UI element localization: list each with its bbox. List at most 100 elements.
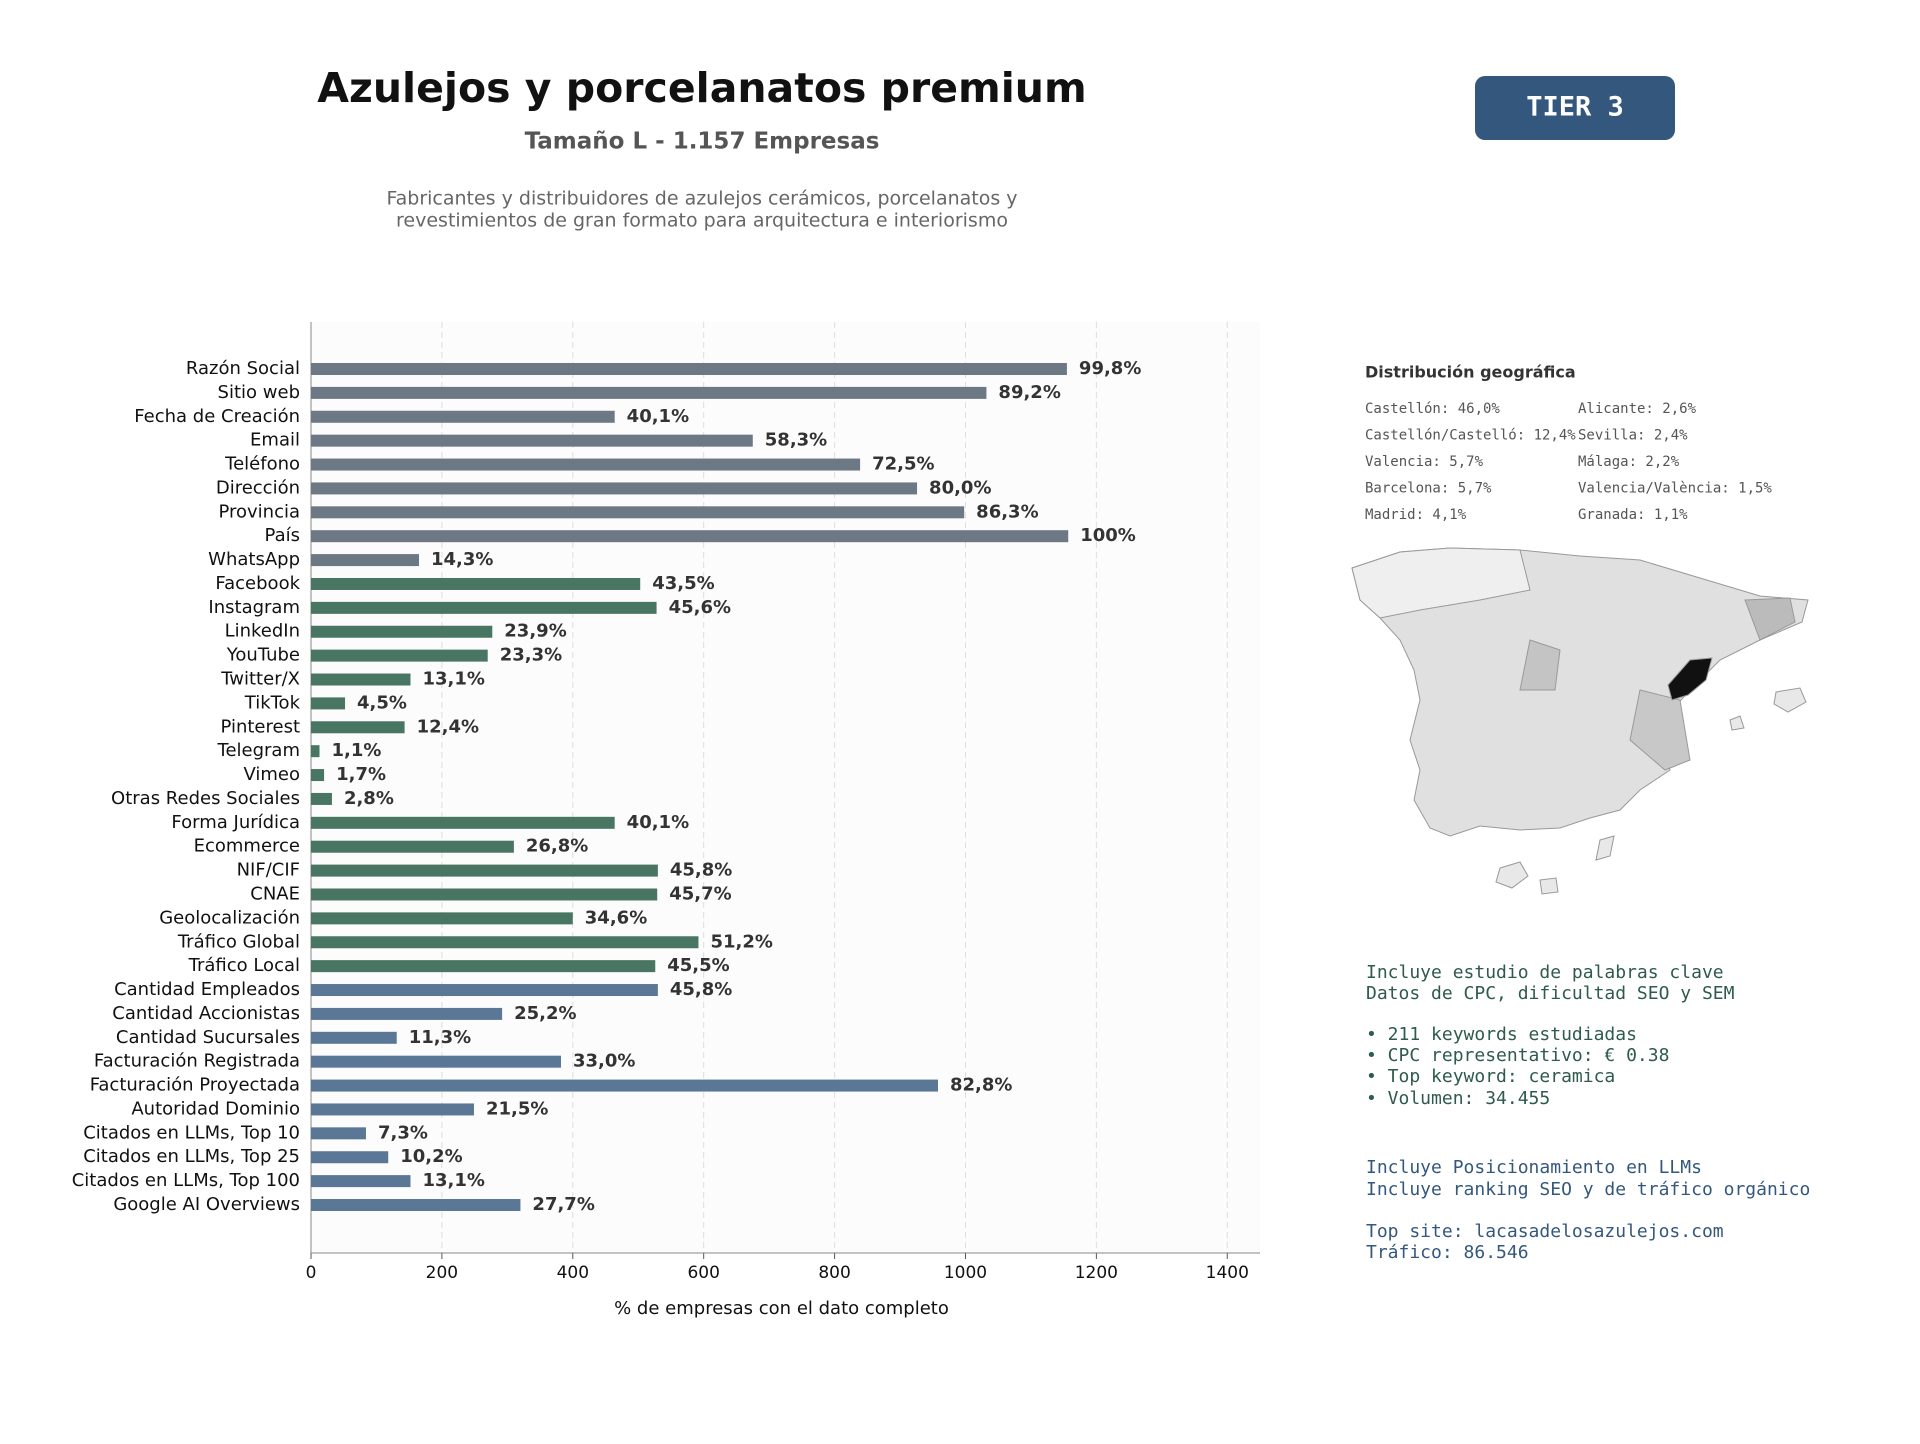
value-label: 40,1% — [627, 812, 689, 833]
x-tick-label: 0 — [306, 1263, 317, 1283]
x-tick-label: 800 — [818, 1263, 850, 1283]
y-tick-label: Citados en LLMs, Top 100 — [72, 1170, 300, 1191]
y-tick-label: Email — [250, 430, 300, 451]
map-spain — [1351, 547, 1809, 837]
bar — [311, 1175, 411, 1188]
value-label: 1,7% — [336, 764, 386, 785]
value-label: 12,4% — [417, 716, 479, 737]
y-tick-label: Autoridad Dominio — [131, 1098, 300, 1119]
bar — [311, 577, 641, 590]
y-tick-label: Geolocalización — [159, 907, 300, 928]
x-tick-label: 600 — [687, 1263, 719, 1283]
value-label: 89,2% — [998, 382, 1060, 403]
bar — [311, 554, 419, 567]
y-tick-label: Facebook — [215, 573, 300, 594]
x-tick-label: 400 — [557, 1263, 589, 1283]
geo-item: Valencia/València: 1,5% — [1578, 481, 1772, 497]
llm-note: Tráfico: 86.546 — [1366, 1242, 1529, 1263]
y-tick-label: Cantidad Sucursales — [116, 1027, 300, 1048]
y-tick-label: CNAE — [250, 883, 300, 904]
bar — [311, 888, 658, 901]
bar — [311, 1055, 562, 1068]
geo-item: Castellón: 46,0% — [1365, 401, 1500, 417]
bar — [311, 912, 573, 925]
value-label: 7,3% — [378, 1122, 428, 1143]
value-label: 2,8% — [344, 788, 394, 809]
value-label: 13,1% — [422, 1170, 484, 1191]
bar — [311, 1151, 389, 1164]
bar — [311, 386, 987, 399]
y-tick-label: LinkedIn — [225, 621, 300, 642]
y-tick-label: Google AI Overviews — [113, 1194, 300, 1215]
x-tick-label: 200 — [426, 1263, 458, 1283]
y-tick-label: NIF/CIF — [237, 860, 300, 881]
plot-area — [311, 322, 1260, 1253]
x-tick-label: 1400 — [1206, 1263, 1249, 1283]
x-tick-label: 1200 — [1075, 1263, 1118, 1283]
y-tick-label: Cantidad Empleados — [114, 979, 300, 1000]
value-label: 45,8% — [670, 860, 732, 881]
map-region — [1595, 835, 1615, 861]
tier-badge — [1475, 76, 1675, 140]
bar — [311, 530, 1069, 543]
seo-note: • CPC representativo: € 0.38 — [1366, 1045, 1669, 1066]
subtitle: Tamaño L - 1.157 Empresas — [525, 129, 880, 155]
map-region — [1351, 547, 1531, 619]
map-castellon — [1667, 657, 1713, 701]
y-tick-label: Telegram — [217, 740, 300, 761]
geo-item: Valencia: 5,7% — [1365, 454, 1484, 470]
value-label: 51,2% — [710, 931, 772, 952]
map-region — [1495, 861, 1529, 889]
bar — [311, 1199, 521, 1211]
value-label: 4,5% — [357, 692, 407, 713]
value-label: 58,3% — [765, 430, 827, 451]
x-axis-label: % de empresas con el dato completo — [614, 1298, 949, 1319]
value-label: 45,5% — [667, 955, 729, 976]
y-tick-label: Facturación Registrada — [94, 1051, 300, 1072]
value-label: 13,1% — [422, 669, 484, 690]
y-tick-label: Ecommerce — [194, 836, 300, 857]
bar — [311, 649, 488, 662]
y-tick-label: Vimeo — [243, 764, 300, 785]
y-tick-label: País — [265, 525, 300, 546]
bar — [311, 434, 753, 447]
y-tick-label: Twitter/X — [220, 669, 300, 690]
geo-item: Málaga: 2,2% — [1578, 454, 1680, 470]
bar — [311, 410, 615, 423]
y-tick-label: Tráfico Local — [188, 955, 300, 976]
seo-note: • 211 keywords estudiadas — [1366, 1024, 1637, 1045]
value-label: 27,7% — [532, 1194, 594, 1215]
y-tick-label: Facturación Proyectada — [90, 1075, 300, 1096]
seo-note: • Top keyword: ceramica — [1366, 1066, 1615, 1087]
tier-label: TIER 3 — [1526, 92, 1624, 123]
value-label: 23,3% — [500, 645, 562, 666]
geo-item: Sevilla: 2,4% — [1578, 428, 1688, 444]
llm-note: Incluye Posicionamiento en LLMs — [1366, 1157, 1702, 1178]
y-tick-label: Teléfono — [224, 454, 300, 475]
y-tick-label: Otras Redes Sociales — [111, 788, 300, 809]
geo-item: Alicante: 2,6% — [1578, 401, 1697, 417]
map — [1351, 547, 1809, 895]
bar — [311, 1079, 938, 1092]
value-label: 11,3% — [409, 1027, 471, 1048]
y-tick-label: Forma Jurídica — [171, 812, 300, 833]
bar — [311, 625, 493, 638]
bar — [311, 721, 405, 734]
bar — [311, 363, 1067, 375]
value-label: 86,3% — [976, 501, 1038, 522]
x-tick-label: 1000 — [944, 1263, 987, 1283]
y-tick-label: TikTok — [244, 692, 301, 713]
geo-title: Distribución geográfica — [1365, 363, 1576, 382]
description: Fabricantes y distribuidores de azulejos… — [386, 188, 1017, 210]
value-label: 33,0% — [573, 1051, 635, 1072]
value-label: 10,2% — [400, 1146, 462, 1167]
geo-list: Castellón: 46,0% Alicante: 2,6%Castellón/… — [1365, 401, 1772, 523]
llm-note: Incluye ranking SEO y de tráfico orgánic… — [1366, 1179, 1810, 1200]
llm-note: Top site: lacasadelosazulejos.com — [1366, 1221, 1724, 1242]
y-tick-label: Citados en LLMs, Top 10 — [83, 1122, 300, 1143]
seo-note: • Volumen: 34.455 — [1366, 1088, 1550, 1109]
value-label: 34,6% — [585, 907, 647, 928]
y-tick-label: Provincia — [218, 501, 300, 522]
value-label: 45,8% — [670, 979, 732, 1000]
